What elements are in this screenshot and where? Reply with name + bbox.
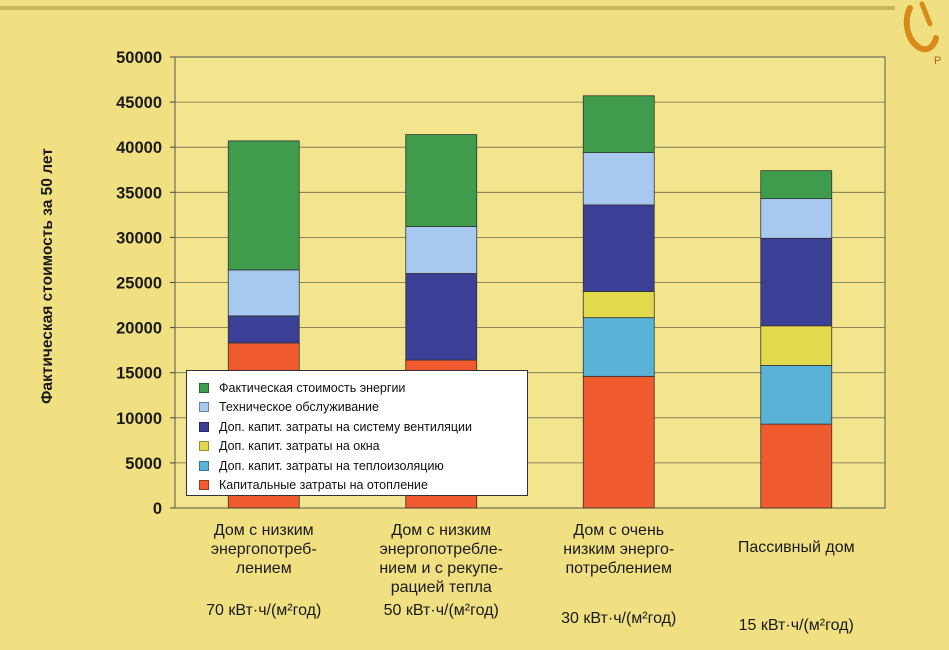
category-name: Дом с низким энергопотреб-лением	[210, 522, 317, 577]
legend-item: Фактическая стоимость энергии	[199, 378, 519, 398]
legend-label: Фактическая стоимость энергии	[219, 380, 406, 395]
svg-text:P: P	[934, 55, 941, 67]
y-tick-label: 5000	[125, 455, 162, 473]
category-name: Дом с очень низким энерго-потреблением	[563, 522, 675, 577]
bar-segment	[760, 198, 833, 239]
bar-segment	[582, 291, 655, 319]
legend-item: Техническое обслуживание	[199, 398, 519, 418]
legend-label: Доп. капит. затраты на окна	[219, 439, 380, 454]
x-tick-label: Дом с очень низким энерго-потреблением	[529, 521, 709, 578]
legend-label: Техническое обслуживание	[219, 400, 379, 415]
bar-segment	[405, 226, 478, 274]
y-tick-label: 0	[153, 500, 162, 518]
top-rule	[0, 6, 895, 10]
x-tick-label: Пассивный дом	[706, 538, 886, 557]
bar-segment	[582, 375, 655, 509]
bar-segment	[227, 315, 300, 344]
x-tick-label: Дом с низким энергопотреб-лением	[174, 521, 354, 578]
legend-swatch	[199, 402, 209, 413]
legend-item: Доп. капит. затраты на окна	[199, 437, 519, 457]
bar-segment	[760, 365, 833, 425]
chart-legend: Фактическая стоимость энергии Техническое…	[186, 370, 528, 496]
legend-swatch	[199, 480, 209, 491]
x-tick-label: Дом с низким энергопотребле-нием и с реку…	[351, 521, 531, 597]
bar-segment	[760, 237, 833, 327]
category-name: Пассивный дом	[737, 539, 855, 556]
bar-segment	[405, 273, 478, 361]
y-axis-label: Фактическая стоимость за 50 лет	[39, 148, 56, 404]
legend-label: Доп. капит. затраты на систему вентиляци…	[219, 419, 473, 434]
bar-segment	[760, 325, 833, 366]
bar-segment	[760, 170, 833, 200]
legend-item: Доп. капит. затраты на теплоизоляцию	[199, 456, 519, 476]
legend-swatch	[199, 421, 209, 432]
bar-segment	[760, 423, 833, 509]
category-unit: 70 кВт·ч/(м²год)	[206, 602, 322, 619]
bar-segment	[582, 317, 655, 377]
category-unit: 30 кВт·ч/(м²год)	[561, 610, 677, 627]
y-tick-label: 30000	[116, 229, 162, 247]
bar-segment	[582, 95, 655, 154]
legend-swatch	[199, 460, 209, 471]
legend-item: Доп. капит. затраты на систему вентиляци…	[199, 417, 519, 437]
category-unit: 50 кВт·ч/(м²год)	[383, 602, 499, 619]
bar-segment	[227, 140, 300, 271]
category-unit: 15 кВт·ч/(м²год)	[738, 617, 854, 634]
bar-segment	[582, 204, 655, 292]
legend-label: Доп. капит. затраты на теплоизоляцию	[219, 458, 444, 473]
legend-label: Капитальные затраты на отопление	[219, 478, 428, 493]
y-tick-label: 40000	[116, 139, 162, 157]
bar-segment	[227, 269, 300, 317]
y-tick-label: 15000	[116, 365, 162, 383]
logo-icon: P	[903, 1, 941, 67]
bar-segment	[582, 152, 655, 206]
legend-swatch	[199, 382, 209, 393]
legend-swatch	[199, 441, 209, 452]
y-tick-labels: 0 5000 10000 15000 20000 25000 30000 35000 40000…	[116, 49, 162, 518]
y-tick-label: 10000	[116, 410, 162, 428]
y-tick-label: 50000	[116, 49, 162, 67]
y-tick-label: 35000	[116, 184, 162, 202]
category-name: Дом с низким энергопотребле-нием и с реку…	[379, 522, 504, 596]
y-tick-label: 20000	[116, 320, 162, 338]
bar-segment	[405, 134, 478, 227]
y-tick-label: 45000	[116, 94, 162, 112]
y-tick-label: 25000	[116, 275, 162, 293]
legend-item: Капитальные затраты на отопление	[199, 476, 519, 496]
